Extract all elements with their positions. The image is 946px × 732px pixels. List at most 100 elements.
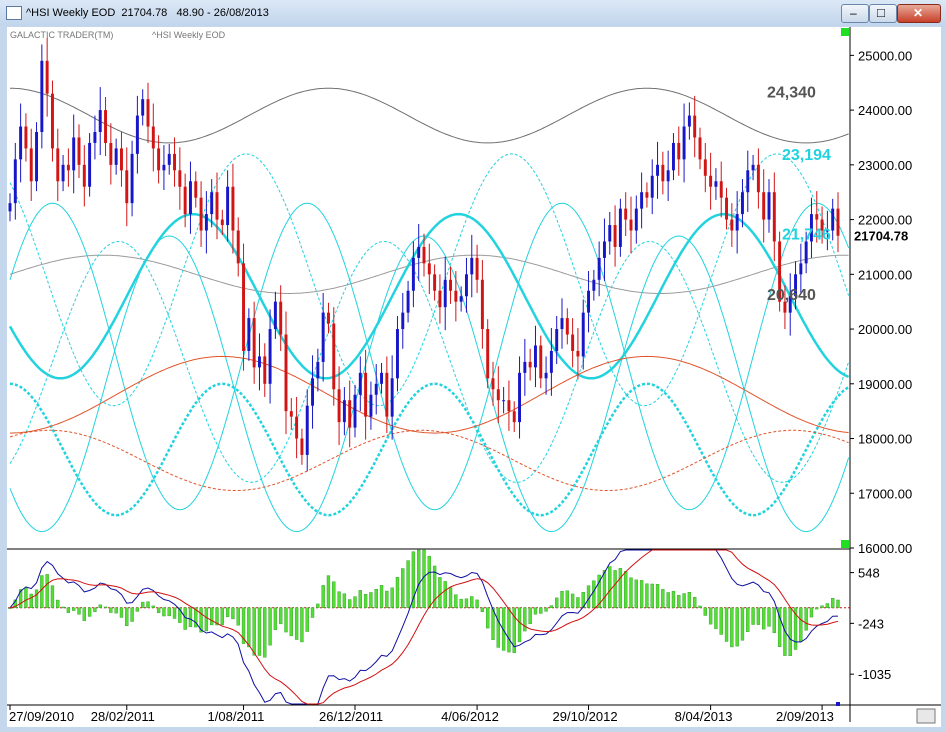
chart-area[interactable]: GALACTIC TRADER(TM) ^HSI Weekly EOD 25000.…	[7, 27, 941, 727]
candle-body	[125, 170, 129, 204]
candle-body	[671, 142, 675, 171]
candle-body	[130, 153, 134, 204]
histogram-bar	[448, 587, 453, 608]
candle-body	[263, 356, 267, 384]
histogram-bar	[199, 607, 203, 633]
candle-body	[358, 372, 362, 395]
histogram-bar	[348, 599, 352, 608]
candle-body	[815, 214, 819, 220]
histogram-bar	[565, 590, 569, 608]
candle-body	[273, 301, 277, 330]
candle-body	[226, 186, 230, 226]
candle-body	[512, 411, 516, 423]
histogram-bar	[836, 599, 840, 608]
histogram-bar	[486, 607, 490, 629]
histogram-bar	[777, 607, 782, 647]
histogram-bar	[34, 589, 39, 608]
histogram-bar	[523, 607, 527, 632]
candle-body	[592, 279, 596, 291]
candle-body	[581, 312, 585, 357]
histogram-bar	[337, 591, 341, 608]
candle-body	[247, 318, 251, 351]
histogram-bar	[655, 583, 660, 608]
candle-body	[337, 389, 341, 423]
candle-body	[316, 361, 320, 379]
candle-body	[162, 164, 166, 171]
candle-body	[284, 334, 288, 412]
histogram-bar	[756, 607, 761, 625]
minimize-icon: –	[850, 6, 857, 20]
last-price-label: 21704.78	[854, 229, 908, 244]
candle-body	[804, 241, 808, 264]
histogram-bar	[130, 607, 134, 622]
histogram-bar	[305, 607, 309, 632]
histogram-bar	[401, 568, 405, 608]
candle-body	[794, 274, 798, 297]
histogram-bar	[454, 594, 458, 608]
candle-body	[783, 301, 787, 313]
candle-body	[50, 93, 54, 149]
tf-button[interactable]	[916, 708, 936, 724]
candle-body	[698, 137, 702, 160]
candle-body	[767, 192, 771, 220]
candle-body	[19, 126, 23, 160]
histogram-bar	[220, 607, 224, 626]
chart-svg[interactable]: GALACTIC TRADER(TM) ^HSI Weekly EOD 25000.…	[7, 27, 941, 727]
candle-body	[93, 132, 97, 143]
candle-body	[613, 225, 617, 247]
histogram-bar	[284, 607, 288, 633]
candle-body	[762, 192, 766, 220]
histogram-bar	[470, 596, 474, 608]
candle-body	[220, 219, 224, 226]
candle-body	[114, 148, 118, 165]
candle-body	[502, 400, 506, 402]
histogram-bar	[671, 591, 676, 608]
candle-body	[236, 230, 240, 264]
histogram-bar	[650, 583, 654, 608]
candle-body	[597, 257, 601, 280]
histogram-bar	[427, 555, 431, 608]
histogram-bar	[480, 607, 485, 612]
histogram-bar	[825, 603, 830, 608]
close-button[interactable]: ✕	[897, 4, 941, 23]
candle-body	[433, 274, 437, 291]
histogram-bar	[369, 592, 373, 608]
title-bar[interactable]: ^HSI Weekly EOD 21704.78 48.90 - 26/08/2…	[0, 0, 946, 26]
oscillator-tick-label: -243	[858, 616, 884, 631]
candle-body	[268, 329, 272, 384]
histogram-bar	[719, 607, 723, 635]
y-tick-label: 22000.00	[858, 213, 912, 228]
histogram-bar	[72, 607, 76, 611]
histogram-bar	[204, 607, 209, 632]
candle-body	[300, 438, 304, 455]
candle-body	[295, 416, 299, 439]
minimize-button[interactable]: –	[841, 4, 869, 23]
histogram-bar	[411, 551, 416, 608]
x-tick-label: 8/04/2013	[675, 709, 733, 724]
histogram-bar	[417, 549, 421, 608]
maximize-button[interactable]: □	[869, 4, 897, 23]
candle-body	[35, 132, 39, 182]
candle-body	[374, 383, 378, 395]
projection-line	[10, 87, 849, 144]
histogram-bar	[570, 593, 575, 608]
candle-body	[475, 257, 479, 280]
candle-body	[141, 99, 145, 116]
histogram-bar	[257, 607, 262, 656]
candle-body	[369, 394, 373, 417]
histogram-bar	[560, 591, 564, 608]
projection-line	[8, 212, 850, 380]
histogram-bar	[624, 571, 628, 608]
candle-body	[486, 329, 490, 379]
candle-body	[66, 164, 70, 171]
histogram-bar	[682, 593, 686, 608]
candle-body	[77, 137, 81, 165]
histogram-bar	[592, 580, 596, 608]
candle-body	[788, 296, 792, 313]
candle-body	[279, 301, 283, 335]
candle-body	[449, 279, 453, 291]
candle-body	[188, 181, 192, 215]
candle-body	[831, 208, 835, 231]
histogram-bar	[459, 598, 463, 608]
